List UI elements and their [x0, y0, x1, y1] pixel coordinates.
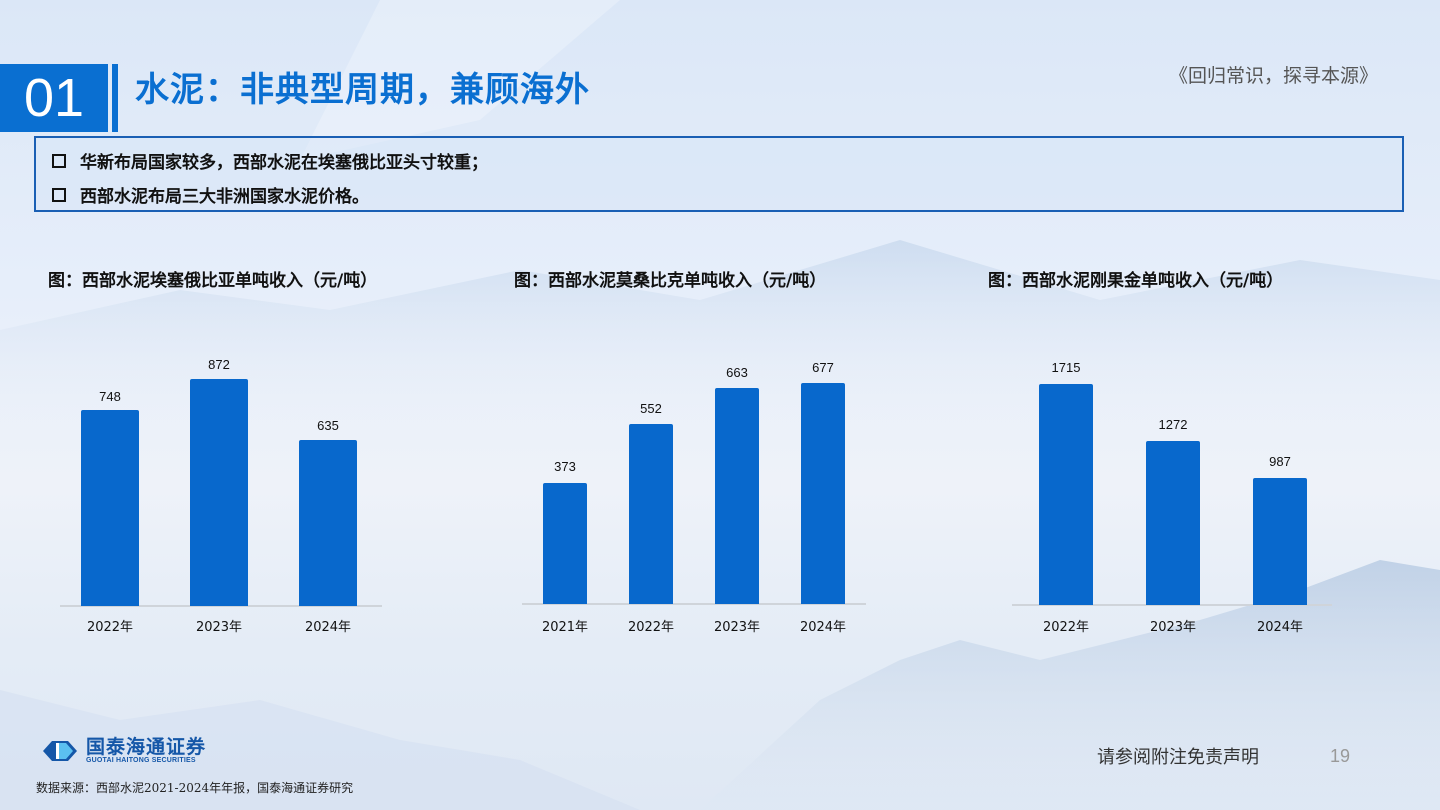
x-tick-label: 2023年 — [1149, 620, 1197, 635]
logo-text-en: GUOTAI HAITONG SECURITIES — [86, 757, 196, 764]
bar-2023 — [715, 388, 759, 604]
bar-2023 — [1146, 441, 1200, 605]
report-tagline: 《回归常识，探寻本源》 — [1168, 65, 1378, 87]
x-tick-label: 2022年 — [86, 620, 134, 635]
bar-value-label: 872 — [208, 357, 230, 372]
bar-value-label: 663 — [726, 365, 748, 380]
page-title: 水泥：非典型周期，兼顾海外 — [135, 70, 590, 110]
bar-value-label: 1272 — [1158, 417, 1188, 432]
chart-title: 图：西部水泥刚果金单吨收入（元/吨） — [988, 271, 1284, 291]
section-number-badge: 01 — [0, 64, 108, 132]
x-tick-label: 2024年 — [304, 620, 352, 635]
bar-value-label: 1715 — [1051, 360, 1081, 375]
summary-box: 华新布局国家较多，西部水泥在埃塞俄比亚头寸较重； 西部水泥布局三大非洲国家水泥价… — [34, 136, 1404, 212]
x-tick-label: 2024年 — [1256, 620, 1304, 635]
bar-2023 — [190, 379, 248, 606]
bar-value-label: 987 — [1269, 454, 1291, 469]
bar-2024 — [1253, 478, 1307, 605]
data-source-note: 数据来源：西部水泥2021-2024年年报，国泰海通证券研究 — [36, 781, 354, 795]
bullet-text: 华新布局国家较多，西部水泥在埃塞俄比亚头寸较重； — [80, 153, 488, 173]
summary-bullet: 西部水泥布局三大非洲国家水泥价格。 — [52, 182, 369, 207]
x-tick-label: 2021年 — [541, 620, 589, 635]
disclaimer-link[interactable]: 请参阅附注免责声明 — [1097, 747, 1259, 768]
chart-title: 图：西部水泥莫桑比克单吨收入（元/吨） — [514, 271, 827, 291]
x-tick-label: 2023年 — [713, 620, 761, 635]
x-tick-label: 2022年 — [1042, 620, 1090, 635]
x-tick-label: 2022年 — [627, 620, 675, 635]
x-tick-label: 2023年 — [195, 620, 243, 635]
bar-value-label: 677 — [812, 360, 834, 375]
x-axis-line — [1012, 604, 1332, 606]
company-logo: 国泰海通证券 GUOTAI HAITONG SECURITIES — [42, 737, 206, 765]
bar-2024 — [801, 383, 845, 604]
bar-2021 — [543, 483, 587, 604]
logo-text-cn: 国泰海通证券 — [86, 736, 207, 758]
bar-value-label: 748 — [99, 389, 121, 404]
chart-title: 图：西部水泥埃塞俄比亚单吨收入（元/吨） — [48, 271, 378, 291]
bullet-text: 西部水泥布局三大非洲国家水泥价格。 — [80, 187, 369, 207]
bar-value-label: 373 — [554, 459, 576, 474]
bar-2022 — [81, 410, 139, 606]
bar-2022 — [1039, 384, 1093, 605]
bar-2024 — [299, 440, 357, 606]
x-axis-line — [522, 603, 866, 605]
square-bullet-icon — [52, 153, 66, 168]
page-number: 19 — [1330, 746, 1351, 766]
x-tick-label: 2024年 — [799, 620, 847, 635]
bar-2022 — [629, 424, 673, 604]
logo-mark-icon — [43, 741, 77, 761]
summary-bullet: 华新布局国家较多，西部水泥在埃塞俄比亚头寸较重； — [52, 148, 488, 173]
bar-value-label: 552 — [640, 401, 662, 416]
square-bullet-icon — [52, 187, 66, 202]
section-divider-bar — [112, 64, 118, 132]
x-axis-line — [60, 605, 382, 607]
bar-value-label: 635 — [317, 418, 339, 433]
